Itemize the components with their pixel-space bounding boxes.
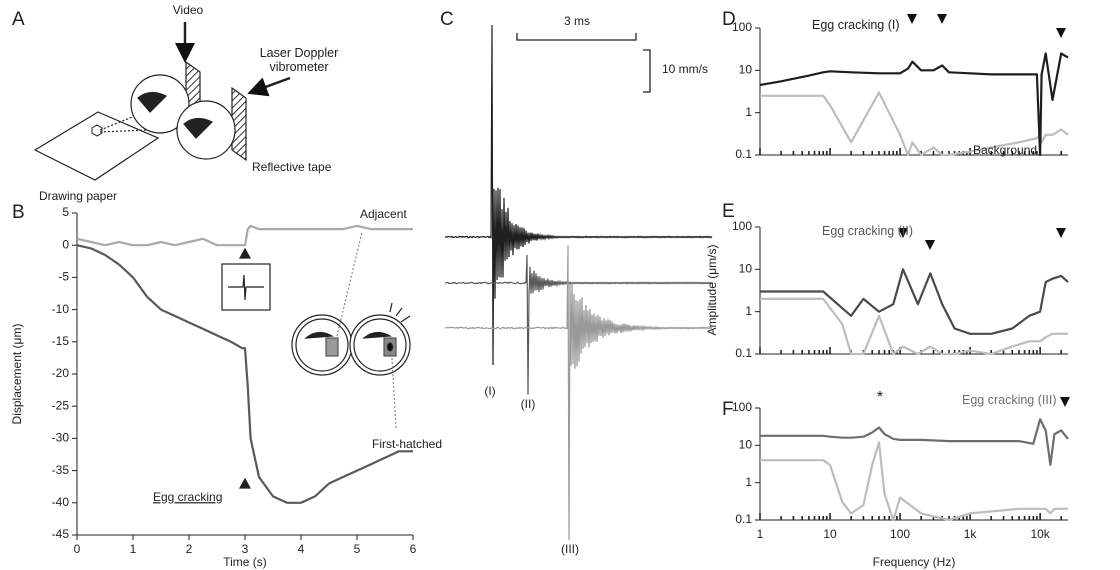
x-axis-label: Time (s) xyxy=(223,555,267,569)
series-line xyxy=(76,224,413,247)
y-axis-label: Displacement (μm) xyxy=(10,324,24,425)
peak-markers xyxy=(898,14,1070,407)
y-tick-label: 10 xyxy=(739,63,753,77)
trace-label: (I) xyxy=(484,384,495,398)
series-label-text: Egg cracking (III) xyxy=(962,393,1057,407)
scale-bars xyxy=(516,33,651,93)
series-label: Egg cracking (II) xyxy=(822,224,914,238)
series-label-text: Egg cracking (II) xyxy=(822,224,914,238)
y-tick-label: -35 xyxy=(52,463,70,477)
series-line xyxy=(760,418,1069,466)
annotation: * xyxy=(877,389,883,406)
panel-label: A xyxy=(12,9,25,30)
series-line xyxy=(760,297,1068,356)
y-tick-label: 5 xyxy=(62,205,69,219)
series-line xyxy=(76,244,413,504)
y-tick-label: 0 xyxy=(62,237,69,251)
series-label-text: Egg cracking (I) xyxy=(812,18,900,32)
trace-label: (III) xyxy=(561,542,579,556)
label-paper: Drawing paper xyxy=(39,189,117,203)
x-tick-label: 1 xyxy=(130,542,137,556)
series-label: Adjacent xyxy=(360,207,407,221)
setup-diagram xyxy=(33,22,291,181)
series-line xyxy=(760,441,1068,522)
y-tick-label: -5 xyxy=(58,270,69,284)
y-tick-label: 0.1 xyxy=(735,512,752,526)
series-label: First-hatched xyxy=(372,437,442,451)
series-label: Background xyxy=(973,143,1037,157)
y-tick-label: -40 xyxy=(52,495,70,509)
y-tick-label: 1 xyxy=(745,475,752,489)
y-tick-label: 1 xyxy=(745,105,752,119)
panel-label: B xyxy=(12,202,25,223)
x-tick-label: 10 xyxy=(823,527,837,541)
y-tick-label: 100 xyxy=(732,20,752,34)
panel-label: E xyxy=(722,201,735,222)
y-tick-label: 100 xyxy=(732,400,752,414)
annotation: Egg cracking xyxy=(153,490,222,504)
series-line xyxy=(759,52,1069,157)
velocity-scale: 10 mm/s xyxy=(662,62,708,76)
y-tick-label: 10 xyxy=(739,438,753,452)
x-tick-label: 0 xyxy=(74,542,81,556)
x-tick-label: 2 xyxy=(186,542,193,556)
waveforms xyxy=(444,24,713,541)
x-tick-label: 5 xyxy=(354,542,361,556)
y-tick-label: -10 xyxy=(52,302,70,316)
y-tick-label: 10 xyxy=(739,262,753,276)
series-label: Egg cracking (III) xyxy=(962,393,1057,407)
series-label: Egg cracking (I) xyxy=(812,18,900,32)
label-vibrometer: Laser Doppler vibrometer xyxy=(259,46,339,74)
waveform xyxy=(444,254,713,396)
panel-label: C xyxy=(440,9,454,30)
x-tick-label: 10k xyxy=(1030,527,1050,541)
label-tape: Reflective tape xyxy=(252,160,332,174)
y-tick-label: -25 xyxy=(52,398,70,412)
waveform xyxy=(444,244,713,541)
y-tick-label: -45 xyxy=(52,527,70,541)
y-axis-label: Amplitude (μm/s) xyxy=(705,245,719,336)
series-line xyxy=(760,91,1069,157)
inset-drawings xyxy=(221,231,411,489)
x-tick-label: 3 xyxy=(242,542,249,556)
label-vibrometer-text: Laser Doppler vibrometer xyxy=(259,46,339,74)
trace-label: (II) xyxy=(521,397,536,411)
time-scale: 3 ms xyxy=(564,14,590,28)
y-tick-label: 0.1 xyxy=(735,346,752,360)
waveform xyxy=(445,24,713,366)
label-video: Video xyxy=(173,3,204,17)
y-tick-label: 100 xyxy=(732,219,752,233)
x-tick-label: 6 xyxy=(410,542,417,556)
x-tick-label: 4 xyxy=(298,542,305,556)
panel-label: F xyxy=(722,399,734,420)
series-line xyxy=(760,268,1069,335)
y-tick-label: -20 xyxy=(52,366,70,380)
x-tick-label: 1k xyxy=(964,527,978,541)
y-tick-label: -15 xyxy=(52,334,70,348)
y-tick-label: 0.1 xyxy=(735,147,752,161)
y-tick-label: 1 xyxy=(745,304,752,318)
x-tick-label: 1 xyxy=(757,527,764,541)
x-axis-label: Frequency (Hz) xyxy=(873,555,956,569)
x-tick-label: 100 xyxy=(890,527,910,541)
panel-label: D xyxy=(722,9,736,30)
y-tick-label: -30 xyxy=(52,431,70,445)
